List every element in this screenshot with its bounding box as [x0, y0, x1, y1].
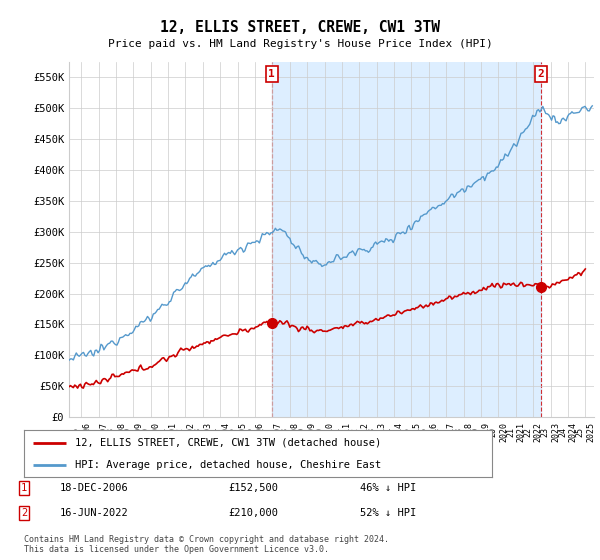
Text: HPI: Average price, detached house, Cheshire East: HPI: Average price, detached house, Ches… — [76, 460, 382, 470]
Text: 1: 1 — [268, 69, 275, 79]
Text: Price paid vs. HM Land Registry's House Price Index (HPI): Price paid vs. HM Land Registry's House … — [107, 39, 493, 49]
Text: 12, ELLIS STREET, CREWE, CW1 3TW (detached house): 12, ELLIS STREET, CREWE, CW1 3TW (detach… — [76, 438, 382, 448]
Text: 2: 2 — [21, 508, 27, 518]
Text: 1: 1 — [21, 483, 27, 493]
Text: 46% ↓ HPI: 46% ↓ HPI — [360, 483, 416, 493]
Text: Contains HM Land Registry data © Crown copyright and database right 2024.
This d: Contains HM Land Registry data © Crown c… — [24, 535, 389, 554]
Text: £152,500: £152,500 — [228, 483, 278, 493]
Text: 12, ELLIS STREET, CREWE, CW1 3TW: 12, ELLIS STREET, CREWE, CW1 3TW — [160, 20, 440, 35]
Text: 18-DEC-2006: 18-DEC-2006 — [60, 483, 129, 493]
Text: 52% ↓ HPI: 52% ↓ HPI — [360, 508, 416, 518]
Bar — [272, 62, 541, 417]
Text: 2: 2 — [538, 69, 545, 79]
Text: 16-JUN-2022: 16-JUN-2022 — [60, 508, 129, 518]
Text: £210,000: £210,000 — [228, 508, 278, 518]
